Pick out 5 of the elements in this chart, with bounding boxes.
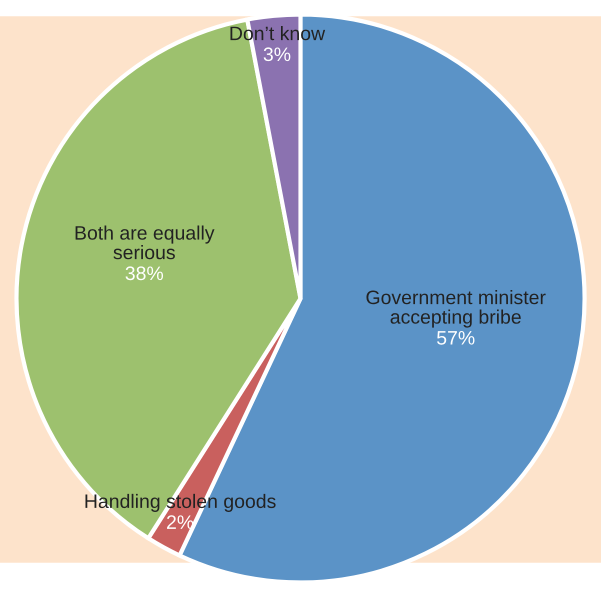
data-label: 57% xyxy=(437,331,474,345)
data-label: 3% xyxy=(264,47,290,62)
slice-label: Government minister accepting bribe xyxy=(366,290,546,328)
data-label: 38% xyxy=(126,266,164,280)
slice-label: Both are equally serious xyxy=(76,225,215,260)
